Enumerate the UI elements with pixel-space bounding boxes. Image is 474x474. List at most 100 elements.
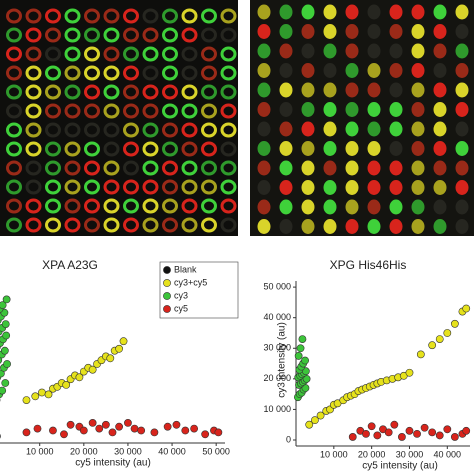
spot [323, 180, 337, 195]
point [428, 341, 437, 350]
point [38, 388, 46, 397]
spot [103, 27, 120, 43]
spot [433, 199, 447, 215]
y-tick-label: 0 [286, 434, 291, 444]
spot [367, 43, 381, 59]
spot [389, 24, 403, 39]
point [0, 356, 3, 364]
point [384, 428, 393, 437]
spot [45, 8, 61, 24]
spot [162, 198, 178, 214]
x-tick-label: 30 000 [396, 449, 424, 459]
point [294, 352, 303, 360]
y-tick-label: 10 000 [263, 404, 291, 414]
point [420, 423, 429, 432]
spot [279, 160, 293, 176]
spot [323, 82, 337, 98]
legend-marker [163, 266, 171, 274]
spot [103, 8, 120, 24]
spot [181, 160, 198, 176]
spot [181, 198, 198, 214]
spot [345, 82, 359, 98]
point [462, 426, 471, 435]
spot [64, 103, 81, 119]
spot [162, 122, 178, 138]
spot [64, 8, 81, 24]
spot [25, 198, 42, 214]
spot [84, 141, 100, 157]
point [62, 380, 71, 389]
spot [103, 141, 120, 157]
spot [323, 199, 337, 215]
spot [45, 217, 61, 233]
point [201, 430, 210, 439]
chart-title: XPA A23G [42, 258, 98, 272]
spot [45, 198, 61, 214]
x-tick-label: 10 000 [320, 449, 348, 459]
spot [25, 217, 42, 233]
point [428, 428, 437, 437]
point [0, 386, 7, 395]
y-tick-label: 40 000 [263, 312, 291, 322]
spot [433, 102, 447, 117]
spot [257, 43, 271, 59]
spot [142, 46, 159, 62]
spot [123, 46, 139, 62]
point [1, 320, 10, 328]
spot [123, 179, 139, 195]
spot [257, 219, 271, 234]
spot [455, 4, 469, 20]
spot [411, 102, 425, 117]
spot [64, 141, 81, 157]
spot [411, 4, 425, 20]
spot [142, 122, 159, 138]
y-tick-label: 20 000 [263, 373, 291, 383]
spot [123, 84, 139, 100]
spot [25, 103, 42, 119]
spot [123, 141, 139, 157]
spot [181, 122, 198, 138]
spot [201, 46, 217, 62]
spot [64, 46, 81, 62]
spot [220, 217, 237, 233]
spot [64, 84, 81, 100]
spot [6, 198, 22, 214]
spot [123, 103, 139, 119]
spot [411, 160, 425, 176]
spot [201, 160, 217, 176]
point [115, 422, 124, 431]
spot [84, 160, 100, 176]
spot [103, 122, 120, 138]
spot [6, 160, 22, 176]
point [108, 428, 117, 437]
spot [45, 141, 61, 157]
point [405, 368, 414, 377]
legend-box [159, 261, 239, 319]
point [316, 411, 325, 420]
spot [389, 199, 403, 215]
spot [6, 65, 22, 81]
spot [301, 82, 315, 98]
spot [6, 8, 22, 24]
spot [279, 82, 293, 98]
point [462, 304, 471, 313]
point [405, 426, 414, 435]
spot [257, 82, 271, 98]
spot [84, 217, 100, 233]
spot [301, 141, 315, 156]
spot [220, 198, 237, 214]
legend-marker [163, 305, 171, 313]
spot [279, 121, 293, 137]
spot [142, 141, 159, 157]
x-tick-label: 30 000 [114, 446, 142, 456]
spot [411, 199, 425, 215]
spot [301, 219, 315, 234]
spot [257, 24, 271, 39]
point [124, 418, 132, 427]
spot [389, 141, 403, 156]
spot [455, 199, 469, 215]
spot [301, 43, 315, 59]
spot [45, 84, 61, 100]
spot [123, 160, 139, 176]
spot [301, 180, 315, 195]
